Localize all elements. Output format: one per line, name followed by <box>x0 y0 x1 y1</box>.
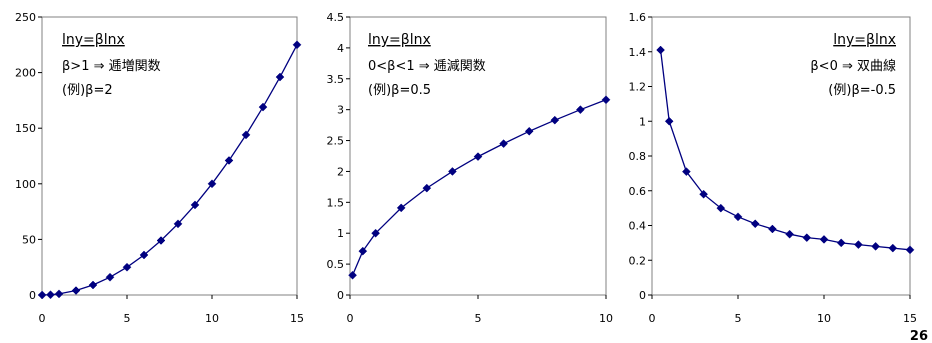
y-tick-label: 1.6 <box>629 11 647 24</box>
series-line <box>659 49 911 251</box>
y-tick-label: 150 <box>15 122 36 135</box>
y-tick-label: 2 <box>337 165 344 178</box>
y-tick-label: 50 <box>22 233 36 246</box>
y-tick-label: 250 <box>15 11 36 24</box>
data-point-marker <box>888 243 898 253</box>
y-tick-label: 200 <box>15 67 36 80</box>
data-point-marker <box>88 280 98 290</box>
annotation-label: (例)β=-0.5 <box>828 83 896 98</box>
data-point-marker <box>871 241 880 251</box>
y-tick-label: 0.4 <box>629 220 647 233</box>
annotation-label: β<0 ⇒ 双曲線 <box>810 58 896 74</box>
y-tick-label: 1 <box>639 115 646 128</box>
equation-label: lny=βlnx <box>368 32 431 48</box>
data-point-marker <box>46 290 55 300</box>
data-point-marker <box>371 228 380 238</box>
y-tick-label: 0.8 <box>629 150 647 163</box>
data-point-marker <box>664 116 674 126</box>
x-tick-label: 10 <box>599 312 613 325</box>
data-point-marker <box>601 95 611 105</box>
y-tick-label: 0 <box>29 289 36 302</box>
y-tick-label: 100 <box>15 178 36 191</box>
page-number: 26 <box>910 329 928 343</box>
y-tick-label: 0.6 <box>629 185 647 198</box>
y-tick-label: 1 <box>337 227 344 240</box>
data-point-marker <box>550 115 560 125</box>
annotation-label: 0<β<1 ⇒ 逓減関数 <box>368 58 486 74</box>
data-point-marker <box>750 219 760 229</box>
data-point-marker <box>422 183 432 193</box>
data-point-marker <box>396 203 406 213</box>
data-point-marker <box>275 72 285 82</box>
y-tick-label: 1.2 <box>629 81 647 94</box>
annotation-label: (例)β=2 <box>62 83 113 98</box>
data-point-marker <box>699 189 708 199</box>
data-point-marker <box>448 167 457 176</box>
chart-beta-0-5: 0 0.5 1 1.5 2 2.5 3 3.5 4 4.5 0 5 10 lny=βlnx 0<β<1 ⇒ … <box>327 11 614 325</box>
data-point-marker <box>358 246 368 256</box>
data-point-marker <box>190 200 200 210</box>
y-tick-label: 4.5 <box>327 11 345 24</box>
data-point-marker <box>258 102 268 112</box>
annotation-label: β>1 ⇒ 逓増関数 <box>62 59 161 74</box>
data-point-marker <box>156 236 166 245</box>
x-tick-label: 0 <box>347 312 354 325</box>
data-point-marker <box>139 250 149 260</box>
data-point-marker <box>716 203 726 213</box>
series-line <box>351 99 607 276</box>
plot-area <box>41 16 298 296</box>
data-point-marker <box>207 179 217 189</box>
y-tick-label: 1.4 <box>629 46 647 59</box>
data-point-marker <box>241 130 251 140</box>
equation-label: lny=βlnx <box>833 32 896 48</box>
data-point-marker <box>54 289 64 299</box>
data-point-marker <box>173 219 183 229</box>
data-point-marker <box>819 235 829 244</box>
data-point-marker <box>524 126 534 136</box>
data-point-marker <box>656 45 665 55</box>
data-point-marker <box>576 105 585 115</box>
data-point-marker <box>768 224 777 234</box>
data-point-marker <box>905 245 915 255</box>
data-point-marker <box>499 139 508 148</box>
data-point-marker <box>836 238 846 248</box>
y-tick-label: 0 <box>337 289 344 302</box>
x-tick-label: 10 <box>817 312 831 325</box>
data-point-marker <box>854 240 863 249</box>
y-tick-label: 0.2 <box>629 254 647 267</box>
data-point-marker <box>785 229 794 239</box>
y-tick-label: 4 <box>337 42 344 55</box>
data-point-marker <box>292 40 302 50</box>
data-point-marker <box>37 290 47 300</box>
y-tick-label: 2.5 <box>327 135 345 148</box>
x-tick-label: 15 <box>903 312 917 325</box>
chart-beta-2: 0 50 100 150 200 250 0 5 10 15 lny=βlnx β>1 ⇒ 逓増関数 (… <box>15 11 304 325</box>
x-tick-label: 0 <box>39 312 46 325</box>
annotation-label: (例)β=0.5 <box>368 83 431 98</box>
y-tick-label: 0 <box>639 289 646 302</box>
data-point-marker <box>71 286 81 295</box>
x-tick-label: 15 <box>290 312 304 325</box>
y-tick-label: 3 <box>337 104 344 117</box>
data-point-marker <box>682 167 691 176</box>
x-tick-label: 5 <box>124 312 131 325</box>
chart-beta-neg-0-5: 0 0.2 0.4 0.6 0.8 1 1.2 1.4 1.6 0 5 10 15 lny=βlnx β<0… <box>629 11 918 325</box>
x-tick-label: 5 <box>735 312 742 325</box>
x-tick-label: 10 <box>205 312 219 325</box>
data-point-marker <box>473 152 483 161</box>
data-point-marker <box>348 270 357 280</box>
data-point-marker <box>802 233 812 243</box>
y-tick-label: 1.5 <box>327 196 345 209</box>
data-point-marker <box>105 272 115 282</box>
y-tick-label: 3.5 <box>327 73 345 86</box>
x-tick-label: 0 <box>649 312 656 325</box>
data-point-marker <box>733 212 743 222</box>
data-point-marker <box>224 156 234 165</box>
equation-label: lny=βlnx <box>62 32 125 48</box>
x-tick-label: 5 <box>475 312 482 325</box>
data-point-marker <box>122 262 132 272</box>
y-tick-label: 0.5 <box>327 258 345 271</box>
